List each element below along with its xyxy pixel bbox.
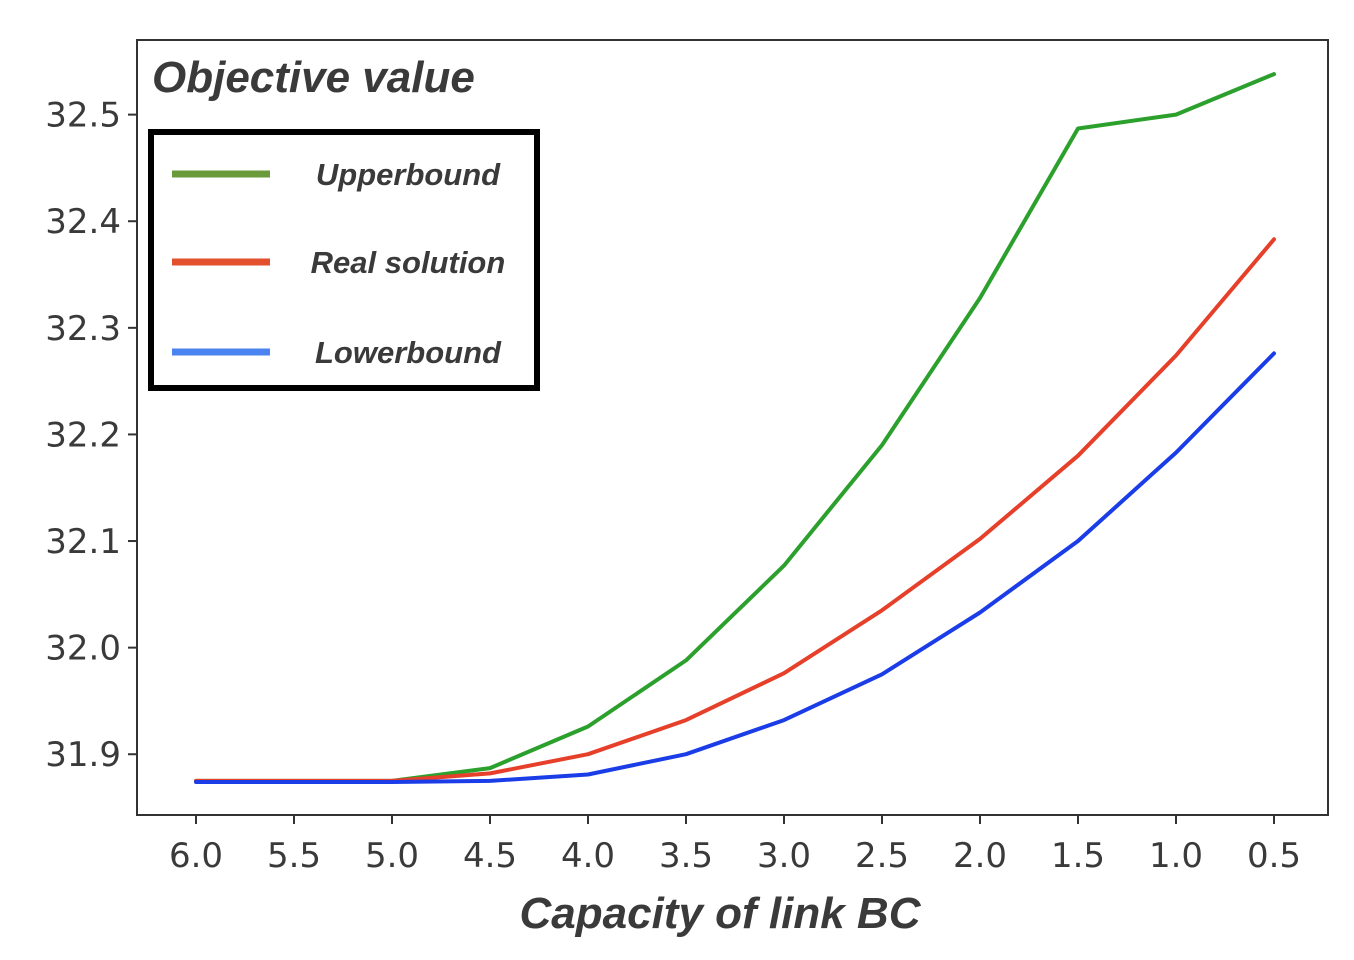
legend-label-upperbound: Upperbound xyxy=(316,157,501,192)
x-tick-label: 1.0 xyxy=(1149,836,1203,876)
y-tick-label: 32.4 xyxy=(45,202,121,242)
x-axis-ticks: 6.0 5.5 5.0 4.5 4.0 3.5 3.0 2.5 2.0 1.5 1.0 0.5 xyxy=(169,815,1301,876)
x-tick-label: 2.5 xyxy=(855,836,909,876)
y-tick-label: 32.1 xyxy=(45,522,121,562)
y-tick-label: 32.5 xyxy=(45,96,121,136)
x-tick-label: 3.5 xyxy=(659,836,713,876)
x-tick-label: 6.0 xyxy=(169,836,223,876)
x-tick-label: 1.5 xyxy=(1051,836,1105,876)
legend-label-real-solution: Real solution xyxy=(311,245,506,280)
series-line-lowerbound xyxy=(194,351,1276,784)
y-tick-label: 31.9 xyxy=(45,735,121,775)
y-tick-label: 32.3 xyxy=(45,309,121,349)
x-tick-label: 4.0 xyxy=(561,836,615,876)
y-axis-ticks: 31.9 32.0 32.1 32.2 32.3 32.4 32.5 xyxy=(45,96,137,775)
chart-title: Objective value xyxy=(152,53,475,102)
y-tick-label: 32.2 xyxy=(45,415,121,455)
x-tick-label: 5.5 xyxy=(267,836,321,876)
x-tick-label: 3.0 xyxy=(757,836,811,876)
x-tick-label: 0.5 xyxy=(1247,836,1301,876)
x-tick-label: 2.0 xyxy=(953,836,1007,876)
x-tick-label: 5.0 xyxy=(365,836,419,876)
plot-area-frame xyxy=(136,39,1329,816)
series-layer xyxy=(194,72,1276,784)
legend-label-lowerbound: Lowerbound xyxy=(315,335,502,370)
x-axis-label: Capacity of link BC xyxy=(520,889,922,938)
legend: Upperbound Real solution Lowerbound xyxy=(148,129,540,391)
x-tick-label: 4.5 xyxy=(463,836,517,876)
y-tick-label: 32.0 xyxy=(45,629,121,669)
